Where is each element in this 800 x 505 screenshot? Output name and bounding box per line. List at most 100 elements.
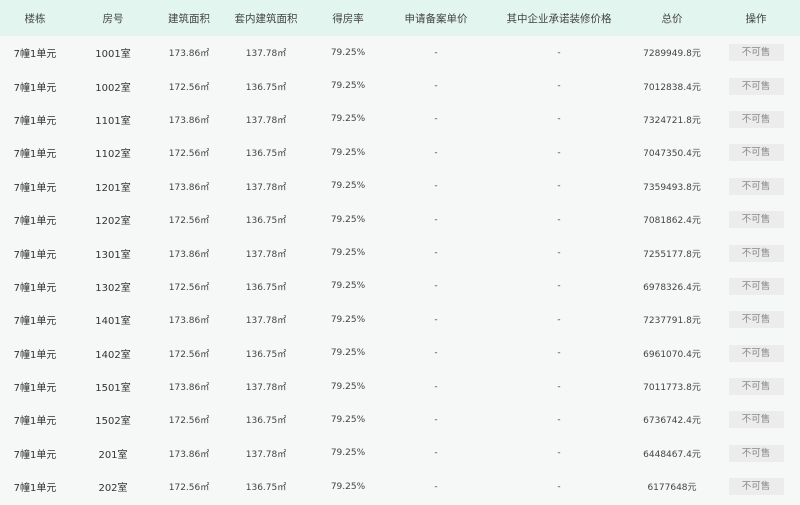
not-for-sale-button[interactable]: 不可售 xyxy=(728,311,784,329)
rate-cell: 79.25% xyxy=(330,381,366,392)
table-row: 7幢1单元 1001室 173.86㎡ 137.78㎡ 79.25% - - 7289949.… xyxy=(0,36,800,69)
column-header: 申请备案单价 xyxy=(404,12,468,25)
deco-price-cell: - xyxy=(557,381,561,392)
deco-price-cell: - xyxy=(557,181,561,192)
not-for-sale-button[interactable]: 不可售 xyxy=(728,44,784,62)
building-cell: 7幢1单元 xyxy=(13,182,57,194)
table-row: 7幢1单元 1401室 173.86㎡ 137.78㎡ 79.25% - - 7237791.… xyxy=(0,303,800,336)
deco-price-cell: - xyxy=(557,448,561,459)
table-header: 楼栋 房号 建筑面积 套内建筑面积 得房率 申请备案单价 其中企业承诺装修价格 总价 操作 xyxy=(0,0,800,36)
inner-area-cell: 136.75㎡ xyxy=(245,149,287,160)
area-cell: 172.56㎡ xyxy=(168,216,210,227)
area-cell: 173.86㎡ xyxy=(168,249,210,260)
total-price-cell: 7289949.8元 xyxy=(643,49,701,60)
inner-area-cell: 137.78㎡ xyxy=(245,182,287,193)
room-cell: 1201室 xyxy=(95,182,131,194)
not-for-sale-button[interactable]: 不可售 xyxy=(728,110,784,128)
price-cell: - xyxy=(434,214,438,225)
not-for-sale-button[interactable]: 不可售 xyxy=(728,444,784,462)
price-cell: - xyxy=(434,248,438,259)
action-cell: 不可售 xyxy=(712,337,800,370)
inner-area-cell: 136.75㎡ xyxy=(245,82,287,93)
room-cell: 1301室 xyxy=(95,249,131,261)
price-cell: - xyxy=(434,114,438,125)
not-for-sale-button[interactable]: 不可售 xyxy=(728,77,784,95)
rate-cell: 79.25% xyxy=(330,114,366,125)
rate-cell: 79.25% xyxy=(330,414,366,425)
area-cell: 172.56㎡ xyxy=(168,349,210,360)
column-header: 总价 xyxy=(661,12,683,25)
action-cell: 不可售 xyxy=(712,370,800,403)
table-row: 7幢1单元 1201室 173.86㎡ 137.78㎡ 79.25% - - 7359493.… xyxy=(0,170,800,203)
deco-price-cell: - xyxy=(557,81,561,92)
action-cell: 不可售 xyxy=(712,270,800,303)
action-cell: 不可售 xyxy=(712,437,800,470)
column-header: 其中企业承诺装修价格 xyxy=(506,12,612,25)
column-header: 操作 xyxy=(745,12,767,25)
column-header: 房号 xyxy=(102,12,124,25)
rate-cell: 79.25% xyxy=(330,47,366,58)
price-cell: - xyxy=(434,281,438,292)
table-row: 7幢1单元 202室 172.56㎡ 136.75㎡ 79.25% - - 6177648元 不… xyxy=(0,470,800,503)
building-cell: 7幢1单元 xyxy=(13,115,57,127)
not-for-sale-button[interactable]: 不可售 xyxy=(728,344,784,362)
inner-area-cell: 136.75㎡ xyxy=(245,282,287,293)
area-cell: 173.86㎡ xyxy=(168,316,210,327)
not-for-sale-button[interactable]: 不可售 xyxy=(728,177,784,195)
not-for-sale-button[interactable]: 不可售 xyxy=(728,478,784,496)
total-price-cell: 6961070.4元 xyxy=(643,349,701,360)
room-cell: 1101室 xyxy=(95,115,131,127)
action-cell: 不可售 xyxy=(712,170,800,203)
action-cell: 不可售 xyxy=(712,69,800,102)
not-for-sale-button[interactable]: 不可售 xyxy=(728,411,784,429)
not-for-sale-button[interactable]: 不可售 xyxy=(728,244,784,262)
room-cell: 1102室 xyxy=(95,149,131,161)
price-cell: - xyxy=(434,147,438,158)
total-price-cell: 7081862.4元 xyxy=(643,216,701,227)
rate-cell: 79.25% xyxy=(330,214,366,225)
room-cell: 1001室 xyxy=(95,49,131,61)
table-row: 7幢1单元 1402室 172.56㎡ 136.75㎡ 79.25% - - 6961070.… xyxy=(0,337,800,370)
building-cell: 7幢1单元 xyxy=(13,249,57,261)
area-cell: 173.86㎡ xyxy=(168,115,210,126)
table-row: 7幢1单元 1002室 172.56㎡ 136.75㎡ 79.25% - - 7012838.… xyxy=(0,69,800,102)
building-cell: 7幢1单元 xyxy=(13,282,57,294)
deco-price-cell: - xyxy=(557,147,561,158)
area-cell: 172.56㎡ xyxy=(168,82,210,93)
total-price-cell: 7047350.4元 xyxy=(643,149,701,160)
room-cell: 1501室 xyxy=(95,383,131,395)
inner-area-cell: 137.78㎡ xyxy=(245,383,287,394)
total-price-cell: 6448467.4元 xyxy=(643,449,701,460)
column-header: 楼栋 xyxy=(24,12,46,25)
action-cell: 不可售 xyxy=(712,470,800,503)
building-cell: 7幢1单元 xyxy=(13,49,57,61)
room-cell: 1402室 xyxy=(95,349,131,361)
building-cell: 7幢1单元 xyxy=(13,449,57,461)
not-for-sale-button[interactable]: 不可售 xyxy=(728,277,784,295)
table-row: 7幢1单元 1101室 173.86㎡ 137.78㎡ 79.25% - - 7324721.… xyxy=(0,103,800,136)
total-price-cell: 7359493.8元 xyxy=(643,182,701,193)
building-cell: 7幢1单元 xyxy=(13,483,57,495)
inner-area-cell: 136.75㎡ xyxy=(245,483,287,494)
column-header: 套内建筑面积 xyxy=(234,12,298,25)
rate-cell: 79.25% xyxy=(330,481,366,492)
building-cell: 7幢1单元 xyxy=(13,416,57,428)
deco-price-cell: - xyxy=(557,348,561,359)
deco-price-cell: - xyxy=(557,47,561,58)
building-cell: 7幢1单元 xyxy=(13,316,57,328)
price-cell: - xyxy=(434,181,438,192)
rate-cell: 79.25% xyxy=(330,314,366,325)
total-price-cell: 7255177.8元 xyxy=(643,249,701,260)
area-cell: 172.56㎡ xyxy=(168,282,210,293)
area-cell: 173.86㎡ xyxy=(168,383,210,394)
not-for-sale-button[interactable]: 不可售 xyxy=(728,211,784,229)
inner-area-cell: 137.78㎡ xyxy=(245,249,287,260)
not-for-sale-button[interactable]: 不可售 xyxy=(728,378,784,396)
not-for-sale-button[interactable]: 不可售 xyxy=(728,144,784,162)
area-cell: 173.86㎡ xyxy=(168,49,210,60)
table-row: 7幢1单元 1502室 172.56㎡ 136.75㎡ 79.25% - - 6736742.… xyxy=(0,403,800,436)
room-cell: 201室 xyxy=(98,449,128,461)
room-cell: 202室 xyxy=(98,483,128,495)
table-row: 7幢1单元 1301室 173.86㎡ 137.78㎡ 79.25% - - 7255177.… xyxy=(0,236,800,269)
